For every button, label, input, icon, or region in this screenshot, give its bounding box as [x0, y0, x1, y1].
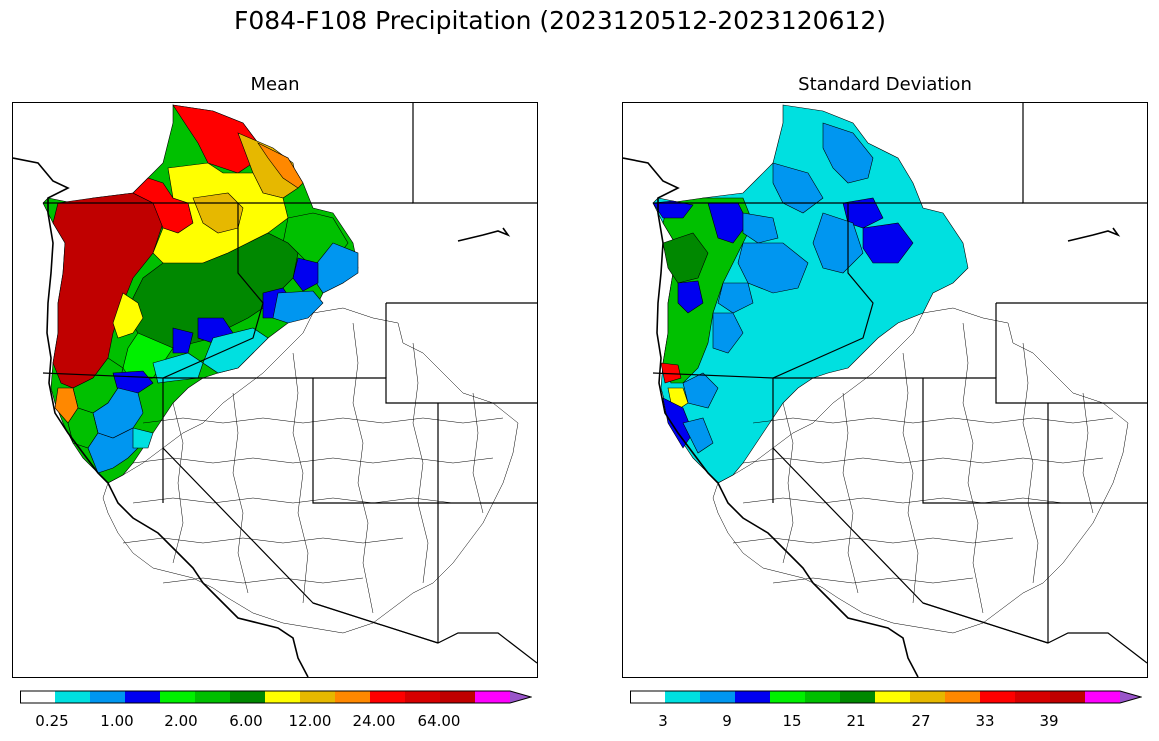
- mean-colorbar-tick-label: 0.25: [35, 712, 69, 730]
- mean-basin-shading: [42, 104, 359, 484]
- stddev-basin-shading: [652, 104, 969, 484]
- stddev-basin-outlines: [712, 307, 1129, 634]
- stddev-colorbar-tick-label: 3: [658, 712, 668, 730]
- stddev-coastline: [623, 157, 919, 677]
- mean-coastline: [13, 157, 309, 677]
- stddev-colorbar-extend-arrow: [1120, 691, 1141, 703]
- mean-lake: [457, 227, 511, 242]
- stddev-colorbar-tick-label: 33: [975, 712, 995, 730]
- mean-colorbar-tick-label: 2.00: [164, 712, 198, 730]
- stddev-colorbar-labels: 3 9 15 21 27 33 39: [630, 712, 1142, 732]
- stddev-colorbar-swatch: [840, 691, 876, 703]
- mean-colorbar-tick-label: 24.00: [352, 712, 396, 730]
- mean-colorbar-labels: 0.25 1.00 2.00 6.00 12.00 24.00 64.00: [20, 712, 532, 732]
- stddev-colorbar-swatch: [805, 691, 841, 703]
- mean-colorbar-swatch: [90, 691, 126, 703]
- stddev-colorbar-swatch: [875, 691, 911, 703]
- stddev-colorbar-tick-label: 27: [911, 712, 931, 730]
- stddev-colorbar-outline: [630, 690, 1142, 704]
- stddev-colorbar-swatch: [770, 691, 806, 703]
- mean-colorbar-tick-label: 1.00: [100, 712, 134, 730]
- mean-basin-outlines: [102, 307, 519, 634]
- figure-title: F084-F108 Precipitation (2023120512-2023…: [233, 6, 886, 35]
- mean-colorbar-swatch: [195, 691, 231, 703]
- mean-map: [12, 102, 538, 678]
- mean-colorbar-tick-label: 12.00: [288, 712, 332, 730]
- mean-colorbar-swatch: [475, 691, 511, 703]
- mean-colorbar-swatch: [125, 691, 161, 703]
- stddev-panel-title: Standard Deviation: [798, 74, 972, 95]
- mean-colorbar-swatch: [405, 691, 441, 703]
- stddev-colorbar-tick-label: 15: [782, 712, 802, 730]
- mean-colorbar-swatch: [160, 691, 196, 703]
- mean-colorbar-outline: [20, 690, 532, 704]
- stddev-colorbar-tick-label: 21: [846, 712, 866, 730]
- stddev-map: [622, 102, 1148, 678]
- stddev-colorbar-swatch: [735, 691, 771, 703]
- stddev-lake: [1067, 227, 1121, 242]
- mean-panel-title: Mean: [250, 74, 300, 95]
- mean-colorbar-swatch: [300, 691, 336, 703]
- mean-colorbar-swatch: [55, 691, 91, 703]
- stddev-colorbar-swatch: [1050, 691, 1086, 703]
- stddev-colorbar-swatch: [665, 691, 701, 703]
- mean-colorbar-swatch: [230, 691, 266, 703]
- mean-colorbar-swatch: [265, 691, 301, 703]
- mean-colorbar: [20, 690, 532, 704]
- mean-colorbar-swatch: [20, 691, 56, 703]
- stddev-colorbar-tick-label: 9: [722, 712, 732, 730]
- stddev-colorbar-swatch: [1085, 691, 1121, 703]
- stddev-colorbar-swatch: [1015, 691, 1051, 703]
- stddev-colorbar: [630, 690, 1142, 704]
- stddev-colorbar-swatch: [630, 691, 666, 703]
- stddev-map-canvas: [623, 103, 1147, 677]
- stddev-colorbar-tick-label: 39: [1039, 712, 1059, 730]
- mean-colorbar-swatch: [440, 691, 476, 703]
- stddev-colorbar-swatch: [910, 691, 946, 703]
- mean-colorbar-tick-label: 6.00: [229, 712, 263, 730]
- mean-state-boundaries: [42, 103, 537, 664]
- mean-map-canvas: [13, 103, 537, 677]
- stddev-state-boundaries: [652, 103, 1147, 664]
- stddev-colorbar-swatch: [700, 691, 736, 703]
- stddev-colorbar-swatch: [980, 691, 1016, 703]
- mean-colorbar-tick-label: 64.00: [417, 712, 461, 730]
- stddev-colorbar-swatch: [945, 691, 981, 703]
- mean-colorbar-swatch: [370, 691, 406, 703]
- mean-colorbar-extend-arrow: [510, 691, 531, 703]
- mean-colorbar-swatch: [335, 691, 371, 703]
